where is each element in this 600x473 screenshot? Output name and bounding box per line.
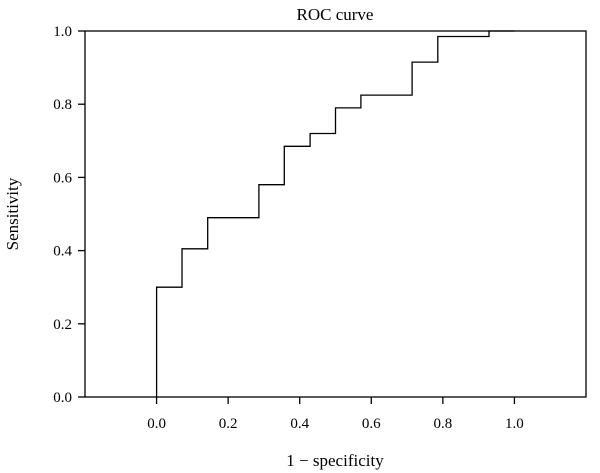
plot-frame bbox=[84, 30, 587, 398]
x-tick-label: 0.0 bbox=[147, 416, 166, 432]
x-tick-label: 0.8 bbox=[433, 416, 452, 432]
y-tick-label: 0.0 bbox=[53, 390, 72, 406]
y-tick-label: 0.6 bbox=[53, 170, 72, 186]
y-tick-label: 0.8 bbox=[53, 97, 72, 113]
roc-curve-line bbox=[155, 30, 515, 397]
y-tick-label: 1.0 bbox=[53, 24, 72, 40]
y-tick-label: 0.2 bbox=[53, 317, 72, 333]
series-layer bbox=[155, 30, 515, 397]
y-tick-label: 0.4 bbox=[53, 244, 72, 260]
x-tick-label: 0.4 bbox=[290, 416, 309, 432]
x-tick-label: 1.0 bbox=[505, 416, 524, 432]
x-axis-ticks: 0.0 0.2 0.4 0.6 0.8 1.0 bbox=[147, 397, 524, 432]
y-axis-ticks: 0.0 0.2 0.4 0.6 0.8 1.0 bbox=[53, 24, 85, 406]
x-tick-label: 0.6 bbox=[362, 416, 381, 432]
y-axis-label: Sensitivity bbox=[3, 177, 22, 250]
chart-title: ROC curve bbox=[297, 5, 374, 24]
x-tick-label: 0.2 bbox=[219, 416, 238, 432]
x-axis-label: 1 − specificity bbox=[286, 451, 384, 470]
